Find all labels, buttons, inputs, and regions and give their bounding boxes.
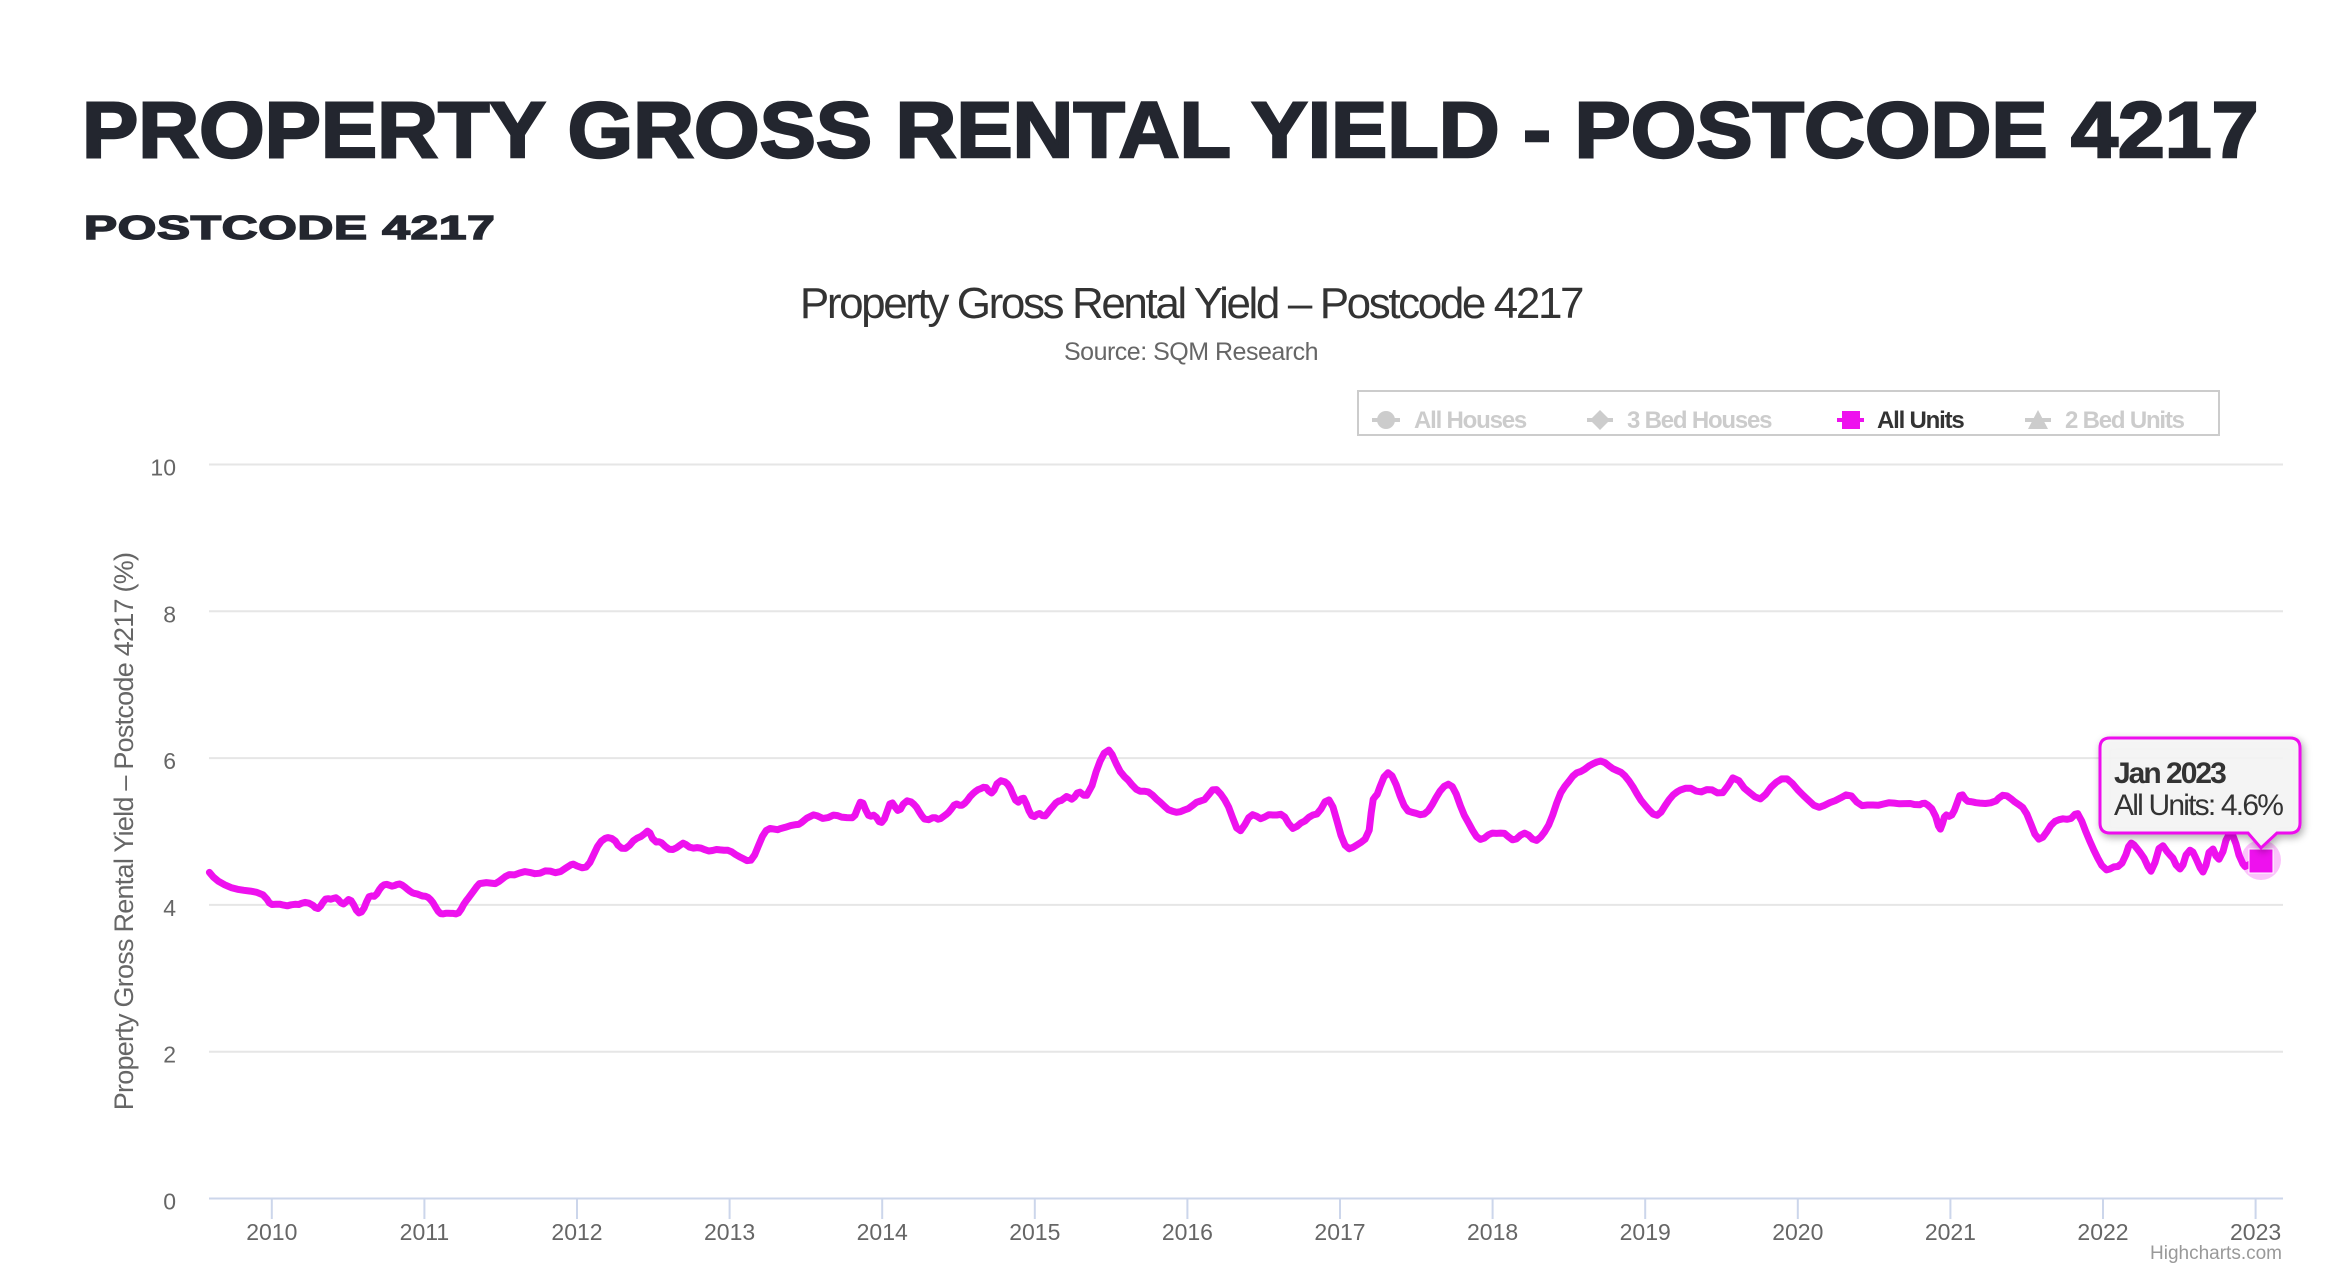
svg-text:2014: 2014: [857, 1219, 908, 1245]
svg-text:3 Bed Houses: 3 Bed Houses: [1627, 407, 1772, 434]
svg-text:2012: 2012: [551, 1219, 602, 1245]
svg-text:Jan 2023: Jan 2023: [2114, 757, 2226, 790]
svg-text:Source: SQM Research: Source: SQM Research: [1064, 338, 1318, 366]
svg-text:2021: 2021: [1925, 1219, 1976, 1245]
svg-text:Highcharts.com: Highcharts.com: [2150, 1243, 2282, 1264]
svg-text:2016: 2016: [1162, 1219, 1213, 1245]
svg-text:Property Gross Rental Yield –: Property Gross Rental Yield – Postcode 4…: [109, 553, 139, 1111]
svg-text:0: 0: [163, 1189, 176, 1215]
svg-text:All Units: All Units: [1877, 407, 1964, 434]
svg-text:8: 8: [163, 601, 176, 627]
svg-text:2013: 2013: [704, 1219, 755, 1245]
svg-text:2 Bed Units: 2 Bed Units: [2065, 407, 2185, 434]
svg-text:4: 4: [163, 895, 176, 921]
svg-text:6: 6: [163, 748, 176, 774]
svg-text:2020: 2020: [1772, 1219, 1823, 1245]
svg-text:2017: 2017: [1314, 1219, 1365, 1245]
svg-text:10: 10: [150, 455, 176, 481]
svg-text:All Units: 4.6%: All Units: 4.6%: [2114, 789, 2283, 822]
svg-text:Property Gross Rental Yield –: Property Gross Rental Yield – Postcode 4…: [800, 279, 1583, 328]
svg-text:2018: 2018: [1467, 1219, 1518, 1245]
svg-text:2: 2: [163, 1042, 176, 1068]
svg-text:2023: 2023: [2230, 1219, 2281, 1245]
svg-text:2010: 2010: [246, 1219, 297, 1245]
svg-text:2011: 2011: [400, 1219, 449, 1245]
svg-text:2019: 2019: [1620, 1219, 1671, 1245]
svg-text:All Houses: All Houses: [1414, 407, 1527, 434]
svg-text:2015: 2015: [1009, 1219, 1060, 1245]
svg-text:2022: 2022: [2077, 1219, 2128, 1245]
